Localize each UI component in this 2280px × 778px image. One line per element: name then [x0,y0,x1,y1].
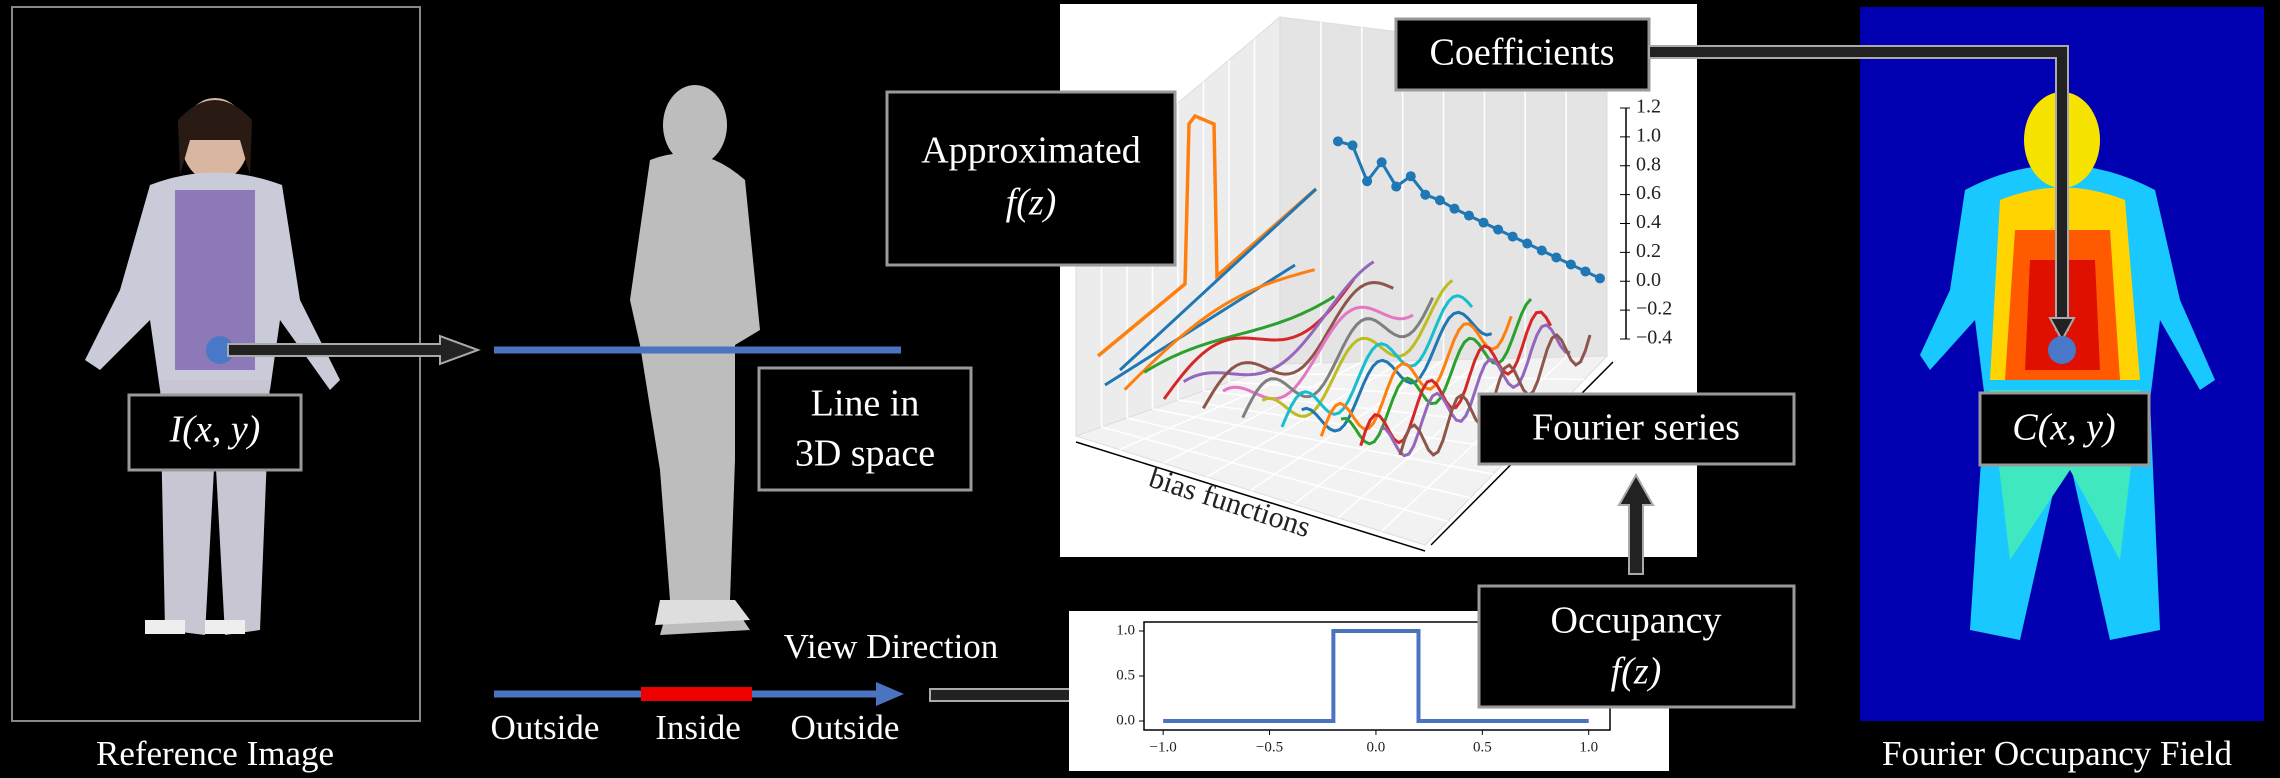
z-tick-label: −0.4 [1636,327,1672,349]
caption: Fourier Occupancy Field [1882,734,2232,773]
pixel-label: I(x, y) [169,409,261,451]
approx-label: Approximated [921,130,1141,172]
occupancy-label: f(z) [1611,651,1662,693]
basis-curve [1380,323,1571,458]
z-tick-label: 0.0 [1636,269,1661,291]
coefficient-point [1493,224,1504,235]
basis-curve [1123,268,1316,391]
arrow-head [876,682,904,706]
coefficient-point [1580,266,1591,277]
pane [1074,355,1609,546]
fourier-series-label: Fourier series [1532,407,1740,449]
z-tick-label: 0.8 [1636,153,1661,175]
z-tick-label: 0.2 [1636,240,1661,262]
approx-baseline [1118,187,1318,372]
coefficient-point [1391,181,1402,192]
approx-label: f(z) [1006,182,1057,224]
coefficient-point [1376,157,1387,168]
coefficient-point [1449,203,1460,214]
basis-curve [1319,315,1513,437]
label-box [1978,391,2151,467]
coefficient-point [1522,238,1533,249]
coefficient-point [1507,231,1518,242]
z-tick-label: 1.2 [1636,96,1661,118]
caption: Reference Image [96,734,334,773]
basis-curve [1261,279,1454,418]
label-box [1477,584,1796,709]
field-label: C(x, y) [2012,407,2115,449]
z-tick-label: 0.6 [1636,182,1661,204]
label-box [1477,392,1796,466]
line-label: Line in [811,383,920,425]
coefficient-point [1536,245,1547,256]
arrow-head [2048,317,2076,343]
x-tick-label: −1.0 [1150,739,1177,755]
coefficient-point [1551,252,1562,263]
basis-curve [1143,295,1336,374]
x-tick-label: −0.5 [1256,739,1283,755]
label-box [757,366,973,492]
coefficient-point [1347,140,1358,151]
segment-label: Outside [491,708,600,747]
label-box [885,90,1177,267]
hollow-arrow [227,334,481,366]
basis-curve [1202,280,1394,410]
coefficient-point [1478,217,1489,228]
segment-label: Outside [791,708,900,747]
basis-curve [1301,310,1493,433]
x-tick-label: 0.5 [1473,739,1492,755]
coefficients-label: Coefficients [1429,32,1614,74]
coefficient-point [1405,171,1416,182]
y-tick-label: 1.0 [1116,622,1135,638]
x-tick-label: 1.0 [1579,739,1598,755]
z-tick-label: −0.2 [1636,298,1672,320]
basis-curve [1182,260,1375,383]
coefficient-point [1420,189,1431,200]
z-tick-label: 1.0 [1636,124,1661,146]
hollow-arrow [1617,472,1655,575]
occupancy-axes: −1.0 −0.5 0.0 0.5 1.0 0.0 0.5 1.0 [1116,622,1598,755]
pixel-dot [2048,336,2076,364]
occupancy-label: Occupancy [1551,600,1722,642]
coefficient-point [1333,136,1343,147]
statue [630,85,760,636]
y-tick-label: 0.0 [1116,712,1135,728]
segment-label: Inside [655,708,741,747]
coefficient-point [1565,259,1576,270]
x-tick-label: 0.0 [1367,739,1386,755]
line-label: 3D space [795,433,935,475]
pane-grid [1177,399,1517,452]
coefficient-point [1595,273,1605,284]
view-direction-label: View Direction [784,627,999,666]
coefficient-point [1434,195,1445,206]
label-box [127,393,303,472]
basis-curve [1280,294,1474,428]
coefficient-point [1464,210,1474,221]
axis [1075,441,1426,552]
pane-grid [1337,357,1526,519]
approx-curve [1096,113,1318,358]
z-tick-label: 0.4 [1636,211,1661,233]
basis-curve [1241,297,1435,419]
occupancy-line [1163,629,1589,723]
y-tick-label: 0.5 [1116,667,1135,683]
reference-frame [11,6,421,722]
coefficient-point [1362,176,1373,187]
